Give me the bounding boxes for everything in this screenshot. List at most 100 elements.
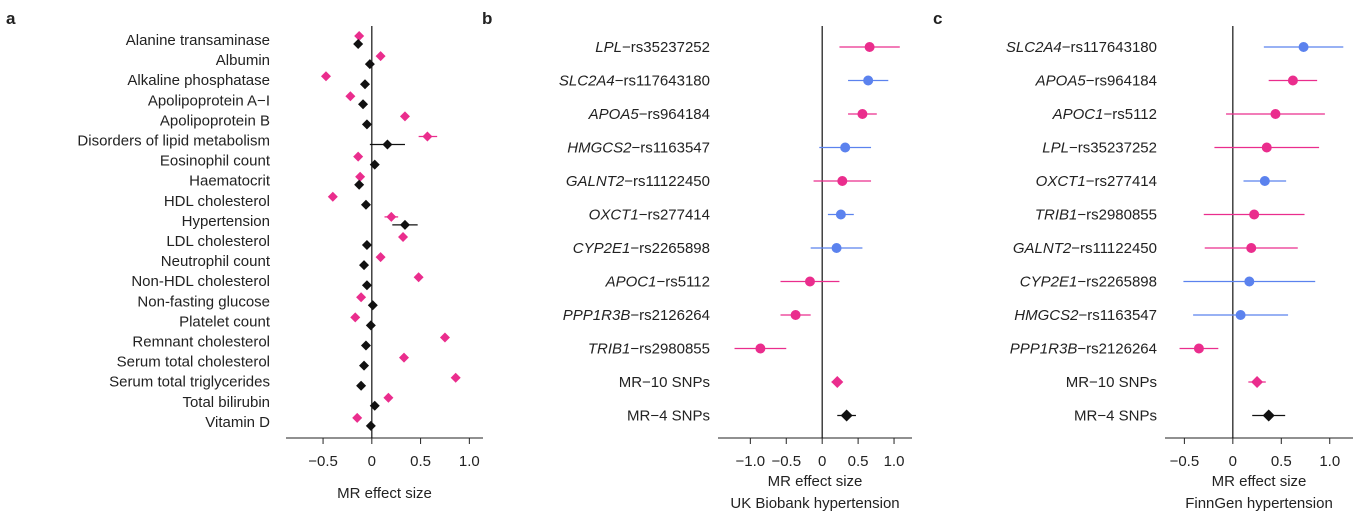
gene-name: OXCT1	[589, 207, 639, 224]
effect-point-black	[382, 139, 393, 150]
snp-label: CYP2E1−rs2265898	[1020, 274, 1157, 291]
snp-label: HMGCS2−rs1163547	[1014, 307, 1157, 324]
category-label: Alkaline phosphatase	[127, 72, 270, 89]
category-label: Haematocrit	[189, 173, 271, 190]
snp-estimate-point	[1298, 42, 1309, 52]
category-label: Alanine transaminase	[126, 32, 270, 49]
gene-name: PPP1R3B	[563, 307, 631, 324]
snp-label: LPL−rs35237252	[1042, 140, 1157, 157]
snp-label: MR−10 SNPs	[1066, 374, 1157, 391]
snp-estimate-point	[1235, 310, 1246, 320]
snp-estimate-point	[755, 343, 766, 354]
snp-id: −rs35237252	[622, 39, 710, 56]
snp-label: HMGCS2−rs1163547	[567, 140, 710, 157]
category-label: Non-fasting glucose	[137, 293, 270, 310]
category-label: Disorders of lipid metabolism	[77, 133, 270, 150]
gene-name: PPP1R3B	[1010, 341, 1078, 358]
gene-name: GALNT2	[566, 173, 625, 190]
pooled-estimate-diamond	[1262, 409, 1275, 422]
effect-point-black	[361, 119, 372, 130]
panel-b-tick-label: −1.0	[736, 453, 766, 470]
snp-id: −rs277414	[1086, 173, 1157, 190]
category-label: Platelet count	[179, 313, 271, 330]
panel-b-x-axis-label: MR effect size	[768, 473, 863, 490]
gene-name: APOC1	[1052, 106, 1104, 123]
gene-name: OXCT1	[1036, 173, 1086, 190]
snp-id: −rs5112	[1103, 106, 1157, 123]
effect-point-black	[358, 99, 369, 110]
snp-label: PPP1R3B−rs2126264	[1010, 341, 1157, 358]
pooled-estimate-diamond	[1251, 376, 1264, 388]
snp-id: −rs2126264	[1077, 341, 1157, 358]
effect-point-pink	[399, 111, 410, 122]
gene-name: TRIB1	[588, 341, 631, 358]
panel-b-tick-label: 0.5	[848, 453, 869, 470]
effect-point-pink	[375, 252, 386, 263]
snp-id: −rs35237252	[1069, 140, 1157, 157]
snp-id: −rs2980855	[630, 341, 710, 358]
gene-name: GALNT2	[1013, 240, 1072, 257]
snp-label: MR−10 SNPs	[619, 374, 710, 391]
snp-estimate-point	[864, 42, 875, 52]
snp-estimate-point	[1287, 75, 1298, 86]
category-label: Serum total cholesterol	[117, 354, 270, 371]
snp-label: GALNT2−rs11122450	[1013, 240, 1157, 257]
snp-estimate-point	[1259, 176, 1270, 186]
effect-point-black	[356, 380, 367, 391]
effect-point-pink	[354, 31, 365, 41]
snp-label: APOC1−rs5112	[1052, 106, 1157, 123]
snp-estimate-point	[837, 176, 848, 186]
snp-id: −rs2265898	[1077, 274, 1157, 291]
snp-label: OXCT1−rs277414	[1036, 173, 1157, 190]
snp-id: MR−4 SNPs	[1074, 408, 1157, 425]
snp-estimate-point	[1249, 209, 1260, 220]
snp-label: TRIB1−rs2980855	[588, 341, 710, 358]
snp-label: OXCT1−rs277414	[589, 207, 710, 224]
panel-a-plot: −0.5 0 0.5 1.0 MR effect size Alanine transam…	[77, 26, 483, 502]
panel-c-tick-label: 1.0	[1319, 453, 1340, 470]
snp-id: −rs277414	[639, 207, 710, 224]
snp-id: MR−10 SNPs	[619, 374, 710, 391]
gene-name: HMGCS2	[1014, 307, 1079, 324]
effect-point-black	[361, 280, 372, 291]
effect-point-black	[369, 400, 380, 411]
panel-b-tick-label: 1.0	[884, 453, 905, 470]
snp-id: −rs2265898	[630, 240, 710, 257]
snp-id: −rs117643180	[615, 73, 710, 90]
gene-name: SLC2A4	[1006, 39, 1062, 56]
panel-a-tick-label: 0	[368, 453, 376, 470]
effect-point-pink	[356, 292, 367, 303]
category-label: Albumin	[216, 52, 270, 69]
snp-label: SLC2A4−rs117643180	[559, 73, 710, 90]
effect-point-black	[353, 39, 364, 49]
panel-b-tick-label: −0.5	[771, 453, 801, 470]
category-label: Neutrophil count	[161, 253, 271, 270]
gene-name: TRIB1	[1035, 207, 1078, 224]
snp-id: −rs2980855	[1077, 207, 1157, 224]
effect-point-pink	[398, 232, 409, 242]
effect-point-black	[360, 340, 371, 351]
snp-id: MR−10 SNPs	[1066, 374, 1157, 391]
gene-name: CYP2E1	[1020, 274, 1078, 291]
effect-point-black	[367, 300, 378, 311]
effect-point-black	[361, 240, 372, 250]
snp-label: APOC1−rs5112	[605, 274, 710, 291]
snp-estimate-point	[1193, 343, 1204, 354]
gene-name: LPL	[595, 39, 622, 56]
snp-id: −rs5112	[656, 274, 710, 291]
panel-c-x-axis-label: MR effect size	[1212, 473, 1307, 490]
effect-point-pink	[399, 352, 410, 363]
snp-label: MR−4 SNPs	[1074, 408, 1157, 425]
snp-estimate-point	[1270, 109, 1281, 119]
panel-c-outcome-label: FinnGen hypertension	[1185, 495, 1333, 512]
category-label: Apolipoprotein B	[160, 112, 270, 129]
snp-estimate-point	[857, 109, 868, 119]
snp-estimate-point	[1246, 243, 1257, 253]
snp-label: TRIB1−rs2980855	[1035, 207, 1157, 224]
effect-point-pink	[353, 151, 364, 162]
effect-point-black	[359, 260, 370, 271]
effect-point-pink	[355, 171, 366, 182]
category-label: Non-HDL cholesterol	[131, 273, 270, 290]
effect-point-black	[399, 219, 410, 230]
category-label: Remnant cholesterol	[132, 334, 270, 351]
